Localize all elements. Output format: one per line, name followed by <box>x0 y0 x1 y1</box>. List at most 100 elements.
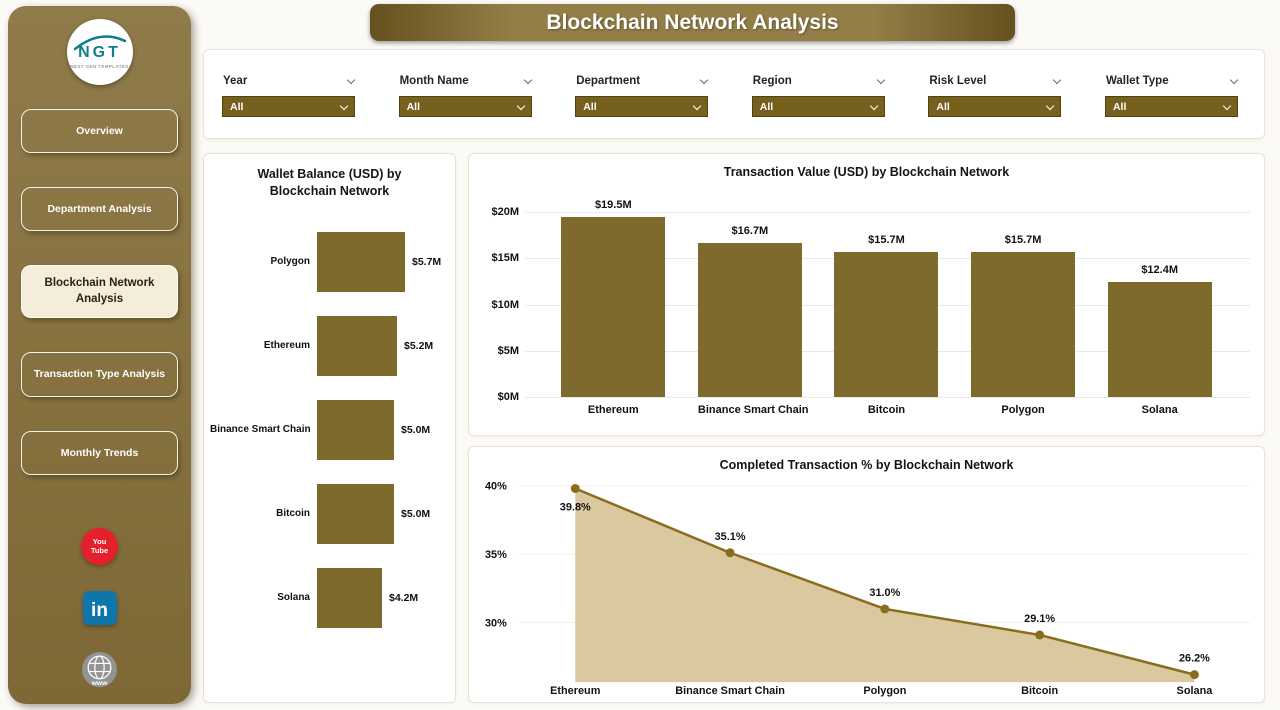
sidebar-item-monthly-trends[interactable]: Monthly Trends <box>21 430 178 475</box>
filter-selected-value: All <box>230 100 244 113</box>
linkedin-icon[interactable]: in <box>82 591 117 625</box>
data-label: 31.0% <box>869 587 900 599</box>
chevron-down-icon[interactable] <box>699 75 709 84</box>
y-axis-tick: $15M <box>491 252 519 265</box>
bar[interactable] <box>317 315 397 376</box>
sidebar-item-transaction-type-analysis[interactable]: Transaction Type Analysis <box>21 352 178 397</box>
wallet-balance-chart-card: Wallet Balance (USD) by Blockchain Netwo… <box>203 153 456 703</box>
bar[interactable] <box>317 567 382 628</box>
bar[interactable] <box>1107 282 1212 397</box>
filter-year: Year All <box>222 75 356 117</box>
website-globe-icon[interactable]: www <box>81 651 118 688</box>
category-label: Binance Smart Chain <box>210 424 311 436</box>
content: Wallet Balance (USD) by Blockchain Netwo… <box>203 153 1265 703</box>
filter-selected-value: All <box>759 100 774 113</box>
area-chart: 39.8% Ethereum 35.1% Binance Smart Chain 31.… <box>485 481 1250 697</box>
data-point-polygon[interactable] <box>880 604 890 614</box>
chevron-down-icon <box>869 101 879 110</box>
chevron-down-icon[interactable] <box>1229 75 1239 84</box>
filter-dropdown[interactable]: All <box>398 96 532 117</box>
data-point-ethereum[interactable] <box>570 484 580 493</box>
bar[interactable] <box>317 399 394 460</box>
data-point-solana[interactable] <box>1189 670 1199 680</box>
youtube-icon[interactable]: You Tube <box>81 528 118 565</box>
value-label: $16.7M <box>731 224 769 237</box>
chevron-down-icon[interactable] <box>523 75 532 84</box>
value-label: $5.0M <box>401 507 431 520</box>
page-title: Blockchain Network Analysis <box>370 4 1015 41</box>
hbar-row-polygon: Polygon $5.7M <box>210 231 455 292</box>
value-label: $15.7M <box>868 233 905 246</box>
logo-subtext: NEXT GEN TEMPLATES <box>70 63 129 69</box>
filter-selected-value: All <box>936 100 950 113</box>
y-axis-tick: 35% <box>485 549 507 561</box>
hbar-row-bitcoin: Bitcoin $5.0M <box>210 483 455 544</box>
bar[interactable] <box>834 251 939 397</box>
sidebar-item-overview[interactable]: Overview <box>21 109 178 154</box>
data-point-bitcoin[interactable] <box>1035 630 1045 640</box>
gridline <box>525 397 1250 398</box>
filter-dropdown[interactable]: All <box>928 96 1062 117</box>
x-axis-label: Bitcoin <box>1021 685 1058 697</box>
sidebar: NGT NEXT GEN TEMPLATES Overview Departmen… <box>8 6 191 704</box>
chevron-down-icon[interactable] <box>876 75 886 84</box>
x-axis-label: Solana <box>1177 685 1214 697</box>
bar[interactable] <box>317 483 394 544</box>
filter-label: Month Name <box>399 75 532 87</box>
x-axis-label: Polygon <box>863 685 906 697</box>
sidebar-nav: Overview Department Analysis Blockchain Ne… <box>8 109 191 475</box>
filter-dropdown[interactable]: All <box>222 96 355 117</box>
transaction-value-chart-card: Transaction Value (USD) by Blockchain Ne… <box>468 153 1265 436</box>
x-axis-label: Ethereum <box>587 404 639 416</box>
area-fill <box>575 488 1195 683</box>
chevron-down-icon <box>692 101 702 110</box>
page-title-text: Blockchain Network Analysis <box>546 10 839 34</box>
bar[interactable] <box>561 216 666 397</box>
sidebar-item-department-analysis[interactable]: Department Analysis <box>21 187 178 232</box>
filter-label: Wallet Type <box>1105 75 1239 87</box>
y-axis-tick: $0M <box>497 391 519 403</box>
x-axis-label: Polygon <box>1001 404 1045 416</box>
data-label: 39.8% <box>560 501 591 513</box>
social-links: You Tube in www <box>81 528 118 688</box>
filter-label-text: Year <box>223 75 248 87</box>
hbar-row-ethereum: Ethereum $5.2M <box>210 315 455 376</box>
value-label: $5.7M <box>412 255 442 268</box>
value-label: $15.7M <box>1004 233 1042 246</box>
chevron-down-icon[interactable] <box>1053 75 1062 84</box>
chevron-down-icon <box>1046 101 1055 110</box>
filter-dropdown[interactable]: All <box>1104 96 1238 117</box>
chevron-down-icon <box>1222 101 1232 110</box>
sidebar-item-blockchain-network-analysis[interactable]: Blockchain Network Analysis <box>21 265 178 319</box>
value-label: $5.2M <box>404 339 434 352</box>
x-axis-label: Solana <box>1141 404 1178 416</box>
chevron-down-icon[interactable] <box>346 75 356 84</box>
category-label: Solana <box>277 592 310 604</box>
main-area: Blockchain Network Analysis Year All Mon… <box>203 0 1265 710</box>
filter-wallet-type: Wallet Type All <box>1104 75 1239 117</box>
filter-region: Region All <box>751 75 886 117</box>
logo-text: NGT <box>78 43 121 61</box>
columns: $19.5M $16.7M $15.7M $15.7M $12.4M <box>545 199 1228 397</box>
bar[interactable] <box>697 242 802 397</box>
right-column: Transaction Value (USD) by Blockchain Ne… <box>468 153 1265 703</box>
category-label: Polygon <box>270 256 310 268</box>
filter-selected-value: All <box>406 100 421 113</box>
ngt-logo: NGT NEXT GEN TEMPLATES <box>66 19 133 85</box>
youtube-label: You Tube <box>90 537 109 555</box>
hbar-row-solana: Solana $4.2M <box>210 567 455 628</box>
filter-dropdown[interactable]: All <box>751 96 885 117</box>
bar[interactable] <box>317 231 405 292</box>
filter-risk-level: Risk Level All <box>928 75 1062 117</box>
filter-dropdown[interactable]: All <box>575 96 709 117</box>
category-label: Ethereum <box>263 340 310 352</box>
filter-department: Department All <box>575 75 709 117</box>
data-point-binance-smart-chain[interactable] <box>725 548 735 558</box>
filter-label-text: Wallet Type <box>1105 75 1169 87</box>
bar[interactable] <box>971 251 1076 397</box>
x-axis-label: Binance Smart Chain <box>675 685 785 697</box>
logo-swoosh-icon <box>73 35 126 51</box>
filter-label: Region <box>752 75 886 87</box>
website-label: www <box>91 680 108 687</box>
